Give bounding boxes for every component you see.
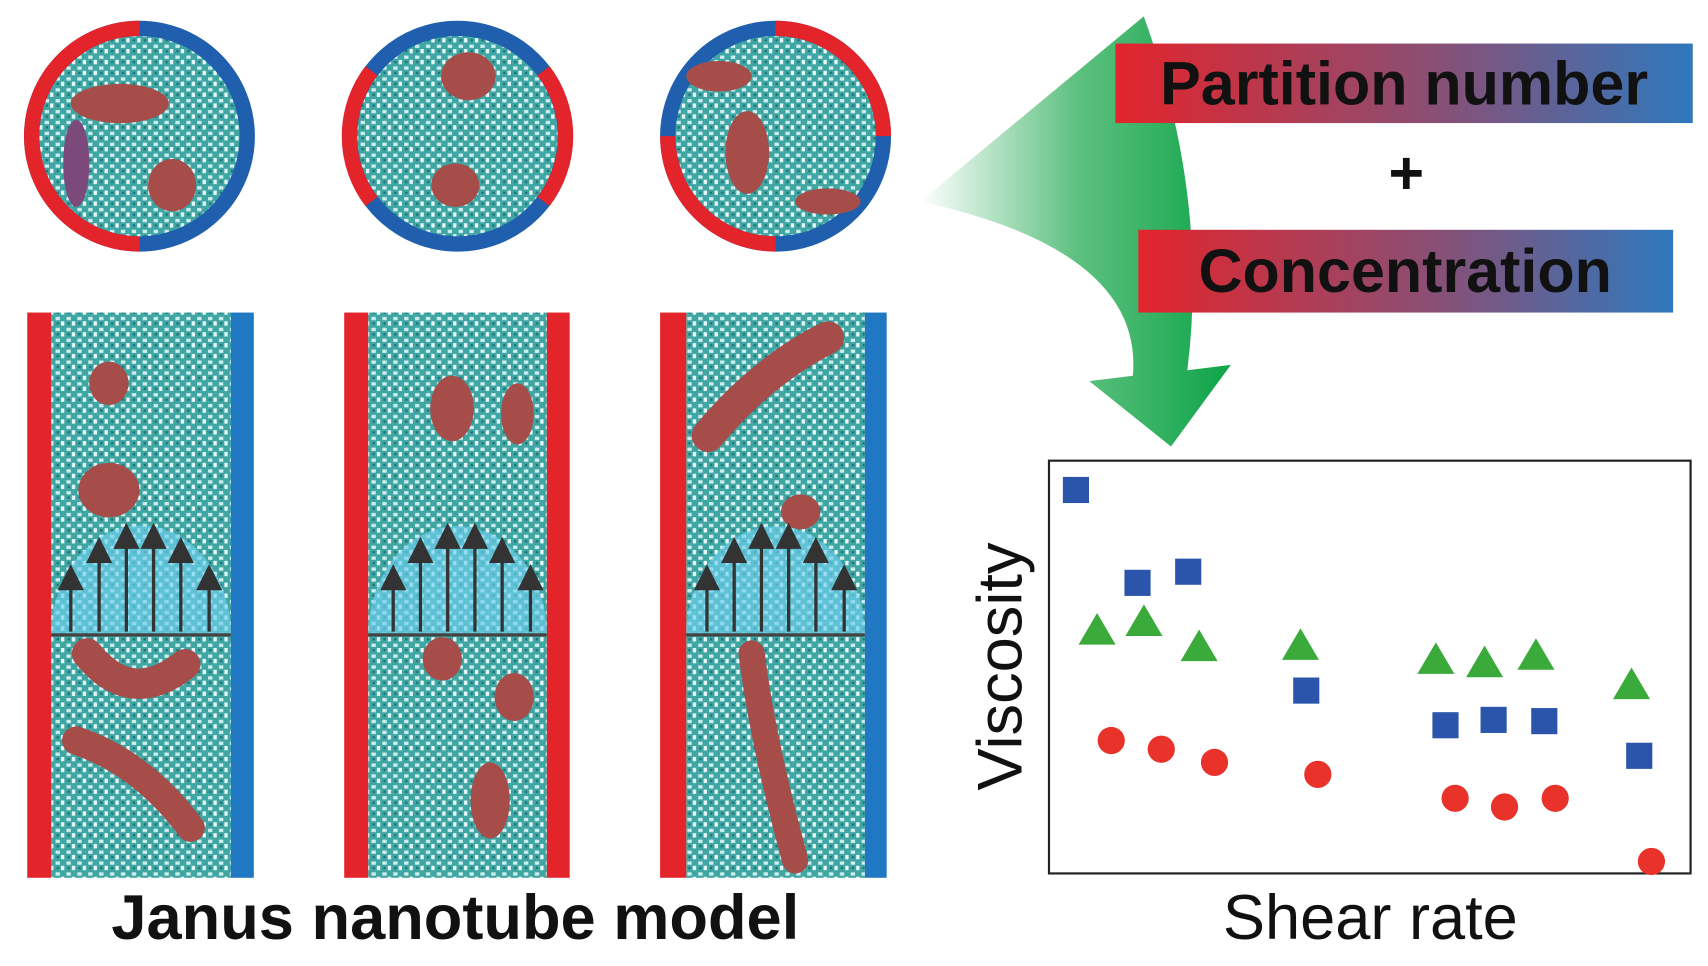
square-marker (1293, 677, 1320, 704)
triangle-marker (1417, 642, 1455, 674)
triangle-marker (1078, 613, 1116, 645)
factor-box (1138, 229, 1674, 313)
circle-marker (1200, 748, 1229, 777)
factor-label: Concentration (1198, 237, 1611, 305)
square-marker (1432, 712, 1459, 739)
y-axis-label: Viscosity (966, 542, 1036, 790)
circle-marker (1097, 726, 1125, 755)
square-marker (1626, 742, 1653, 769)
circle-marker (1147, 735, 1175, 763)
cross-sections (23, 20, 892, 252)
scatter-chart: Shear rate Viscosity (966, 459, 1692, 953)
x-axis-label: Shear rate (1223, 883, 1518, 953)
factor-box (1115, 43, 1693, 124)
tubes (27, 312, 887, 878)
square-marker (1531, 708, 1558, 735)
circle-marker (1490, 793, 1519, 821)
circle-marker (1304, 760, 1332, 788)
triangle-marker (1517, 638, 1555, 670)
square-marker (1062, 476, 1090, 504)
square-marker (1480, 706, 1507, 733)
triangle-marker (1180, 629, 1218, 662)
factor-label: Partition number (1160, 50, 1648, 118)
circle-marker (1441, 784, 1469, 812)
square-marker (1175, 558, 1202, 585)
model-label: Janus nanotube model (111, 883, 799, 953)
plus-sign: + (1388, 139, 1424, 207)
square-marker (1124, 569, 1151, 596)
triangle-marker (1613, 667, 1651, 700)
flow-arrow (920, 16, 1231, 447)
circle-marker (1637, 847, 1666, 876)
triangle-marker (1125, 604, 1163, 636)
plot-frame (1047, 459, 1692, 875)
triangle-marker (1281, 628, 1320, 660)
triangle-marker (1466, 645, 1504, 678)
circle-marker (1541, 784, 1569, 812)
